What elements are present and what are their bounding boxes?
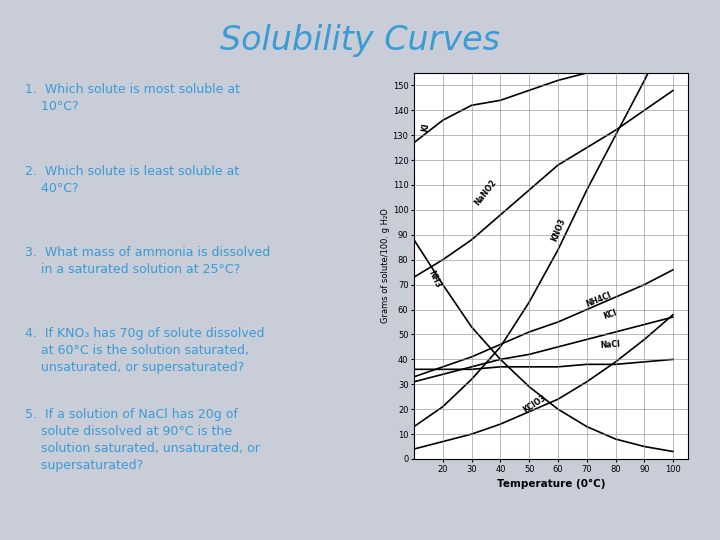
Text: NH4Cl: NH4Cl — [585, 291, 612, 309]
Text: 1.  Which solute is most soluble at
    10°C?: 1. Which solute is most soluble at 10°C? — [25, 83, 240, 113]
Text: 4.  If KNO₃ has 70g of solute dissolved
    at 60°C is the solution saturated,
 : 4. If KNO₃ has 70g of solute dissolved a… — [25, 327, 265, 374]
Text: KI: KI — [420, 123, 431, 133]
Text: NH3: NH3 — [426, 269, 442, 290]
Text: KNO3: KNO3 — [549, 217, 567, 242]
Text: 3.  What mass of ammonia is dissolved
    in a saturated solution at 25°C?: 3. What mass of ammonia is dissolved in … — [25, 246, 271, 276]
Text: 2.  Which solute is least soluble at
    40°C?: 2. Which solute is least soluble at 40°C… — [25, 165, 240, 194]
Text: NaCl: NaCl — [600, 339, 620, 349]
Text: KClO3: KClO3 — [522, 394, 548, 415]
Text: NaNO2: NaNO2 — [473, 178, 499, 207]
Text: Solubility Curves: Solubility Curves — [220, 24, 500, 57]
Text: KCl: KCl — [602, 308, 618, 321]
Text: 5.  If a solution of NaCl has 20g of
    solute dissolved at 90°C is the
    sol: 5. If a solution of NaCl has 20g of solu… — [25, 408, 260, 472]
X-axis label: Temperature (0°C): Temperature (0°C) — [497, 479, 605, 489]
Y-axis label: Grams of solute/100. g H₂O: Grams of solute/100. g H₂O — [381, 208, 390, 323]
